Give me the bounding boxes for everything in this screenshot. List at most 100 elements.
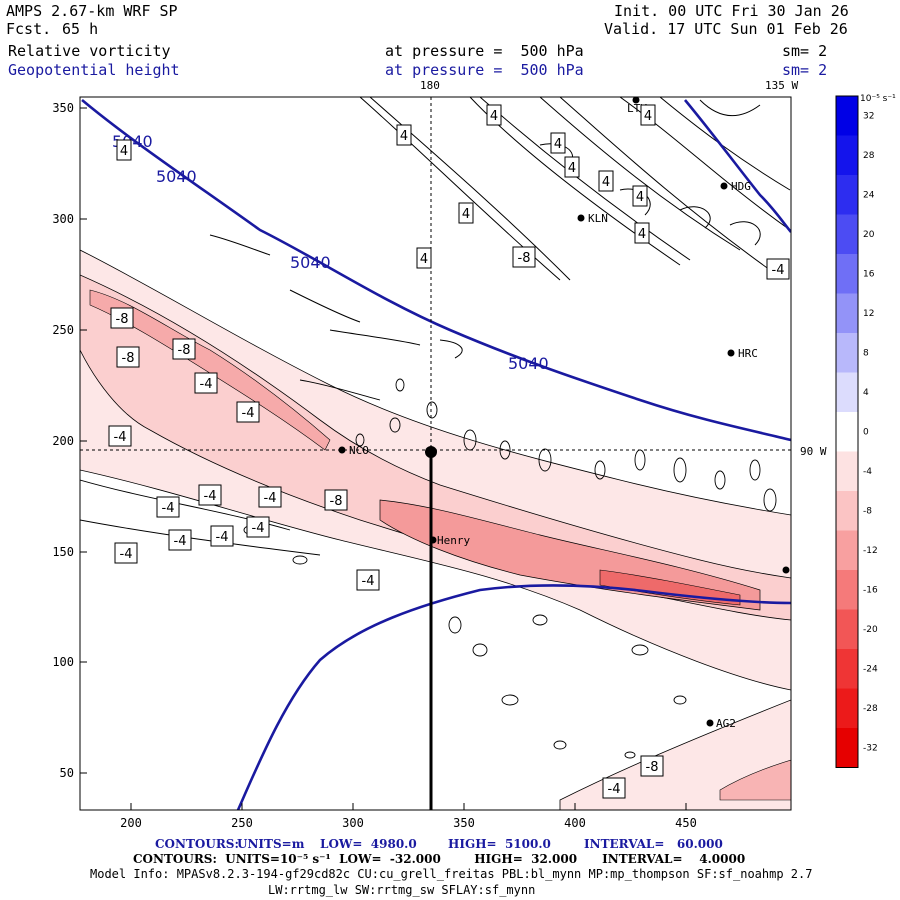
colorbar-swatch	[836, 688, 858, 728]
station-label-hdg: HDG	[731, 180, 751, 193]
height-label-2: 5040	[156, 167, 197, 186]
station-marker-ag2	[706, 719, 714, 727]
vorticity-label: -8	[646, 760, 659, 775]
vorticity-label-box	[356, 569, 380, 591]
colorbar-swatch	[836, 649, 858, 689]
init-time: Init. 00 UTC Fri 30 Jan 26	[614, 2, 849, 20]
height-contour-5100	[236, 584, 791, 810]
colorbar-label: 28	[863, 151, 875, 161]
field2-name: Geopotential height	[8, 61, 180, 79]
y-tick-300: 300	[52, 212, 74, 226]
height-contour-5040-ne	[684, 99, 791, 233]
colorbar-swatch	[836, 451, 858, 491]
vorticity-label: 4	[400, 129, 408, 144]
vorticity-label: 4	[120, 144, 128, 159]
colorbar-label: -28	[863, 704, 878, 714]
station-label-henry: Henry	[437, 534, 470, 547]
vorticity-label-box	[640, 755, 664, 777]
station-marker-henry	[429, 536, 437, 544]
vorticity-label-box	[194, 372, 218, 394]
colorbar-label: 24	[863, 191, 875, 201]
vorticity-label-box	[116, 346, 140, 368]
station-markers	[338, 97, 790, 727]
footer-height-low: LOW= 4980.0	[320, 837, 417, 851]
x-tick-250: 250	[231, 816, 253, 830]
colorbar-swatch	[836, 214, 858, 254]
vorticity-label-box	[198, 484, 222, 506]
y-tick-250: 250	[52, 323, 74, 337]
model-title: AMPS 2.67-km WRF SP	[6, 2, 178, 20]
vorticity-small-contours	[80, 378, 777, 759]
vorticity-label-box	[550, 132, 566, 154]
vorticity-label-box	[168, 529, 192, 551]
x-tick-350: 350	[453, 816, 475, 830]
vorticity-label: -8	[330, 494, 343, 509]
vorticity-label: -4	[200, 377, 213, 392]
vorticity-label: -4	[204, 489, 217, 504]
vorticity-label-box	[416, 247, 432, 269]
field1-level: at pressure = 500 hPa	[385, 42, 584, 60]
x-tick-450: 450	[675, 816, 697, 830]
station-label-kln: KLN	[588, 212, 608, 225]
vorticity-label: 4	[644, 109, 652, 124]
colorbar-label: 0	[863, 428, 869, 438]
height-label-3: 5040	[290, 253, 331, 272]
x-tick-200: 200	[120, 816, 142, 830]
vorticity-label-box	[602, 777, 626, 799]
colorbar-frame	[835, 95, 859, 768]
colorbar-swatch	[836, 293, 858, 333]
station-marker-hrc	[727, 349, 735, 357]
south-pole-marker	[425, 446, 437, 458]
colorbar-swatch	[836, 570, 858, 610]
vorticity-label: -4	[120, 547, 133, 562]
vorticity-label: 4	[638, 227, 646, 242]
vorticity-label: -8	[116, 312, 129, 327]
colorbar-swatch	[836, 530, 858, 570]
station-label-hrc: HRC	[738, 347, 758, 360]
colorbar-label: -12	[863, 546, 878, 556]
vorticity-shade-south-core	[719, 759, 791, 801]
station-marker-kln	[577, 214, 585, 222]
vorticity-label-box	[512, 246, 536, 268]
vorticity-label-box	[486, 104, 502, 126]
vorticity-label: -8	[518, 251, 531, 266]
vorticity-label-box	[172, 338, 196, 360]
colorbar-label: 8	[863, 349, 869, 359]
vorticity-label: -8	[122, 351, 135, 366]
vorticity-label: -4	[264, 491, 277, 506]
station-marker-nco	[338, 446, 346, 454]
field1-smoothing: sm= 2	[782, 42, 828, 60]
vorticity-label-box	[110, 307, 134, 329]
colorbar-label: 16	[863, 270, 875, 280]
colorbar-label: 4	[863, 388, 869, 398]
vorticity-label: -4	[174, 534, 187, 549]
colorbar-label: -32	[863, 744, 878, 754]
vorticity-label: 4	[568, 161, 576, 176]
colorbar-swatch	[836, 175, 858, 215]
station-label-nco: NCO	[349, 444, 369, 457]
vorticity-label-box	[108, 425, 132, 447]
station-marker-edge	[782, 566, 790, 574]
footer-vorticity-contours: CONTOURS: UNITS=10⁻⁵ s⁻¹ LOW= -32.000 HI…	[133, 852, 746, 866]
colorbar-label: -20	[863, 625, 878, 635]
longitude-90w-label: 90 W	[800, 445, 827, 458]
plot-frame	[79, 96, 792, 811]
vorticity-label: 4	[554, 137, 562, 152]
colorbar-swatch	[836, 333, 858, 373]
vorticity-label: 4	[636, 190, 644, 205]
x-axis-ticks	[130, 803, 687, 810]
colorbar-label: -16	[863, 586, 878, 596]
field1-name: Relative vorticity	[8, 42, 171, 60]
vorticity-label: -4	[114, 430, 127, 445]
vorticity-label: -8	[178, 343, 191, 358]
footer-height-high: HIGH= 5100.0	[448, 837, 551, 851]
forecast-hours: 65 h	[62, 20, 99, 38]
vorticity-label-box	[258, 486, 282, 508]
station-marker-hdg	[720, 182, 728, 190]
y-tick-100: 100	[52, 655, 74, 669]
vorticity-label: 4	[462, 207, 470, 222]
vorticity-label: -4	[772, 263, 785, 278]
colorbar-label: -24	[863, 665, 878, 675]
